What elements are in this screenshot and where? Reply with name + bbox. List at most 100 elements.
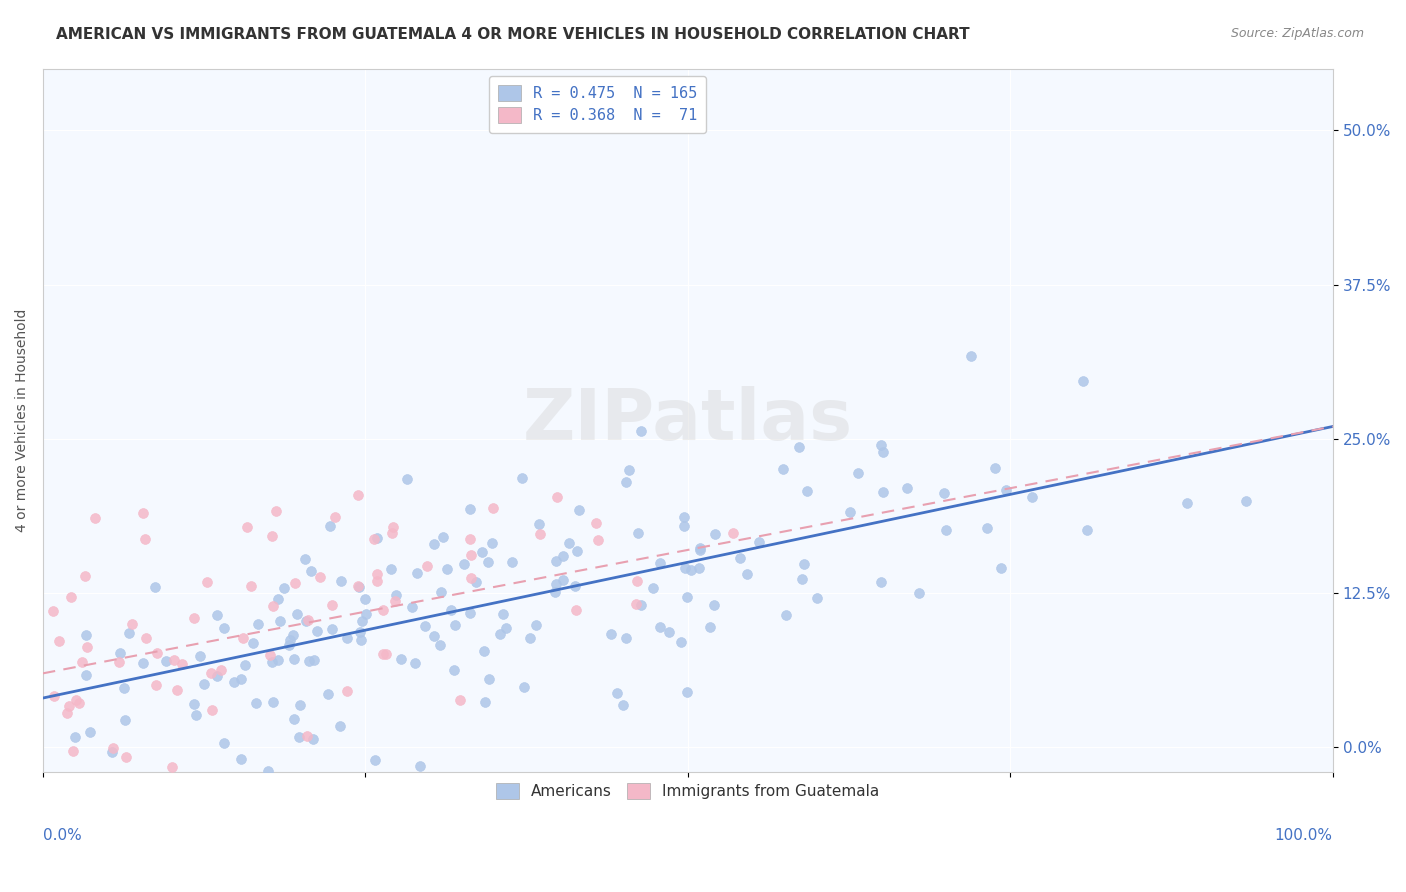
Point — [870, 437, 893, 451]
Point — [960, 349, 983, 363]
Point — [1071, 374, 1094, 388]
Legend: R = 0.475  N = 165, R = 0.368  N =  71: R = 0.475 N = 165, R = 0.368 N = 71 — [489, 76, 706, 133]
Point — [363, 532, 385, 546]
Point — [380, 526, 402, 541]
Point — [460, 606, 482, 620]
Y-axis label: 4 or more Vehicles in Household: 4 or more Vehicles in Household — [15, 309, 30, 532]
Point — [347, 579, 370, 593]
Point — [201, 703, 224, 717]
Point — [872, 445, 894, 459]
Point — [335, 684, 357, 698]
Point — [380, 562, 402, 576]
Point — [650, 619, 672, 633]
Point — [721, 526, 744, 541]
Point — [599, 627, 621, 641]
Point — [75, 569, 97, 583]
Point — [443, 617, 465, 632]
Point — [551, 549, 574, 563]
Point — [806, 591, 828, 606]
Point — [546, 554, 568, 568]
Point — [510, 470, 533, 484]
Point — [650, 557, 672, 571]
Point — [67, 696, 90, 710]
Point — [318, 687, 340, 701]
Point — [280, 633, 302, 648]
Point — [366, 566, 388, 581]
Point — [472, 643, 495, 657]
Point — [748, 534, 770, 549]
Point — [703, 599, 725, 613]
Point — [134, 533, 156, 547]
Point — [188, 649, 211, 664]
Point — [382, 520, 405, 534]
Point — [588, 533, 610, 548]
Point — [568, 503, 591, 517]
Point — [846, 466, 869, 480]
Point — [793, 557, 815, 571]
Point — [349, 580, 371, 594]
Point — [155, 654, 177, 668]
Point — [259, 648, 281, 662]
Point — [994, 483, 1017, 497]
Point — [544, 585, 567, 599]
Point — [131, 507, 153, 521]
Point — [143, 580, 166, 594]
Point — [371, 603, 394, 617]
Point — [298, 654, 321, 668]
Point — [436, 562, 458, 576]
Point — [501, 555, 523, 569]
Point — [170, 657, 193, 672]
Point — [329, 719, 352, 733]
Point — [262, 529, 284, 543]
Point — [240, 579, 263, 593]
Point — [335, 631, 357, 645]
Point — [184, 708, 207, 723]
Point — [430, 584, 453, 599]
Point — [205, 669, 228, 683]
Point — [350, 632, 373, 647]
Point — [209, 663, 232, 677]
Point — [65, 730, 87, 744]
Point — [323, 510, 346, 524]
Point — [401, 600, 423, 615]
Point — [384, 593, 406, 607]
Point — [207, 607, 229, 622]
Point — [423, 537, 446, 551]
Point — [79, 725, 101, 739]
Point — [990, 561, 1012, 575]
Point — [703, 527, 725, 541]
Point — [489, 627, 512, 641]
Point — [404, 656, 426, 670]
Point — [222, 674, 245, 689]
Point — [285, 607, 308, 621]
Point — [277, 638, 299, 652]
Point — [160, 760, 183, 774]
Point — [524, 618, 547, 632]
Point — [624, 597, 647, 611]
Point — [464, 777, 486, 791]
Point — [614, 631, 637, 645]
Point — [76, 640, 98, 655]
Point — [56, 706, 79, 720]
Point — [75, 628, 97, 642]
Point — [699, 619, 721, 633]
Point — [1076, 523, 1098, 537]
Point — [299, 564, 322, 578]
Point — [283, 712, 305, 726]
Point — [384, 589, 406, 603]
Point — [896, 482, 918, 496]
Point — [305, 624, 328, 639]
Point — [658, 624, 681, 639]
Point — [735, 567, 758, 582]
Point — [458, 502, 481, 516]
Point — [273, 581, 295, 595]
Point — [118, 625, 141, 640]
Point — [935, 523, 957, 537]
Point — [301, 731, 323, 746]
Point — [432, 530, 454, 544]
Point — [416, 559, 439, 574]
Point — [364, 753, 387, 767]
Point — [266, 653, 288, 667]
Point — [162, 653, 184, 667]
Point — [212, 736, 235, 750]
